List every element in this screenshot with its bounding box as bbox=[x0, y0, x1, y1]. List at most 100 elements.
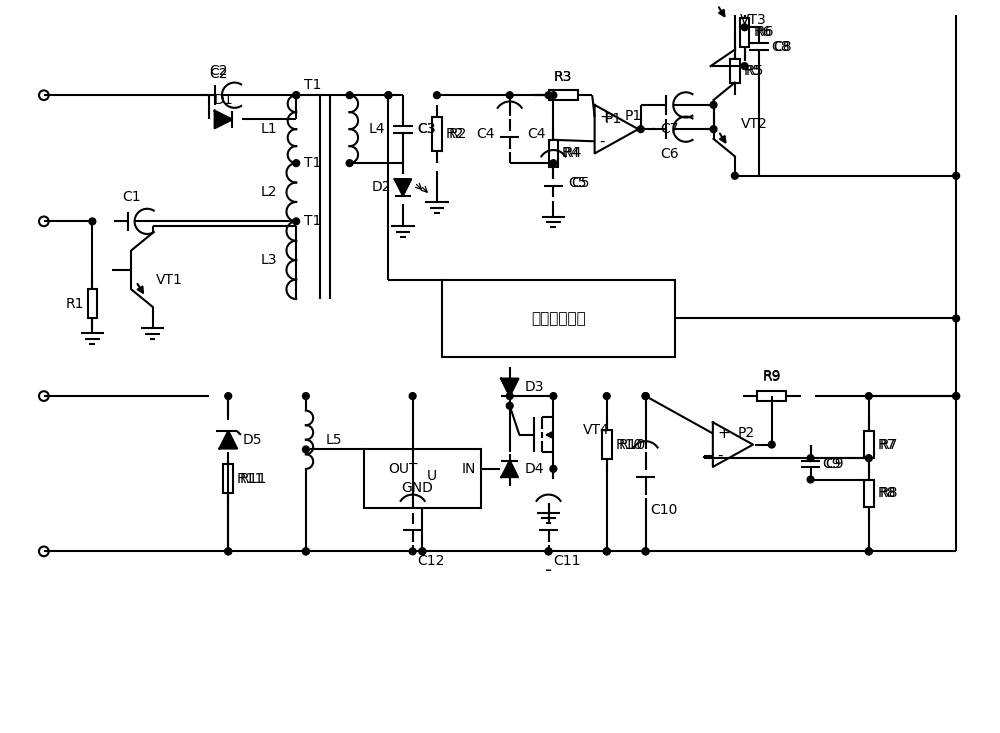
Circle shape bbox=[953, 315, 960, 322]
Circle shape bbox=[807, 454, 814, 462]
Circle shape bbox=[710, 126, 717, 133]
Text: C10: C10 bbox=[650, 503, 678, 517]
Bar bbox=[549, 140, 558, 167]
Text: R3: R3 bbox=[554, 70, 572, 84]
Circle shape bbox=[953, 393, 960, 399]
Text: C6: C6 bbox=[661, 147, 679, 161]
Text: P2: P2 bbox=[738, 426, 755, 440]
Text: C7: C7 bbox=[661, 122, 679, 136]
Text: C3: C3 bbox=[418, 122, 436, 136]
Polygon shape bbox=[215, 111, 232, 128]
Circle shape bbox=[385, 92, 392, 99]
Text: R7: R7 bbox=[879, 438, 898, 452]
Circle shape bbox=[865, 548, 872, 555]
Circle shape bbox=[225, 393, 232, 399]
Circle shape bbox=[434, 92, 440, 99]
Circle shape bbox=[225, 548, 232, 555]
Circle shape bbox=[293, 92, 300, 99]
Bar bbox=[88, 290, 97, 318]
Bar bbox=[364, 449, 481, 508]
Bar bbox=[730, 59, 740, 83]
Text: R2: R2 bbox=[446, 127, 464, 141]
Text: C9: C9 bbox=[822, 457, 841, 471]
Circle shape bbox=[293, 218, 300, 225]
Text: -: - bbox=[718, 449, 723, 463]
Text: C5: C5 bbox=[571, 175, 589, 190]
Circle shape bbox=[603, 548, 610, 555]
Text: C8: C8 bbox=[774, 40, 792, 54]
Text: R1: R1 bbox=[65, 297, 84, 311]
Circle shape bbox=[710, 101, 717, 108]
Circle shape bbox=[89, 218, 96, 225]
Circle shape bbox=[642, 393, 649, 399]
Text: D1: D1 bbox=[214, 93, 233, 107]
Text: C1: C1 bbox=[122, 190, 141, 204]
Circle shape bbox=[642, 548, 649, 555]
Text: U: U bbox=[427, 468, 437, 482]
Circle shape bbox=[302, 446, 309, 453]
Text: -: - bbox=[545, 561, 552, 581]
Bar bbox=[223, 464, 233, 493]
Circle shape bbox=[506, 92, 513, 99]
Text: D3: D3 bbox=[524, 380, 544, 394]
Bar bbox=[432, 117, 442, 151]
Text: C11: C11 bbox=[553, 554, 581, 568]
Circle shape bbox=[302, 548, 309, 555]
Circle shape bbox=[865, 454, 872, 462]
Text: R9: R9 bbox=[763, 370, 781, 384]
Circle shape bbox=[302, 548, 309, 555]
Circle shape bbox=[550, 465, 557, 472]
Text: 线性驱动电路: 线性驱动电路 bbox=[531, 311, 586, 326]
Text: R5: R5 bbox=[746, 64, 764, 78]
Text: C2: C2 bbox=[209, 67, 228, 81]
Text: P1: P1 bbox=[624, 109, 641, 123]
Circle shape bbox=[225, 548, 232, 555]
Circle shape bbox=[346, 160, 353, 166]
Bar bbox=[549, 90, 578, 100]
Text: R3: R3 bbox=[554, 70, 572, 84]
Text: OUT: OUT bbox=[388, 462, 418, 476]
Circle shape bbox=[545, 92, 552, 99]
Text: R7: R7 bbox=[878, 438, 896, 452]
Bar bbox=[442, 279, 675, 357]
Circle shape bbox=[545, 548, 552, 555]
Circle shape bbox=[865, 393, 872, 399]
Text: T1: T1 bbox=[304, 156, 321, 170]
Text: D2: D2 bbox=[372, 180, 391, 194]
Text: C12: C12 bbox=[418, 554, 445, 568]
Circle shape bbox=[642, 393, 649, 399]
Circle shape bbox=[409, 548, 416, 555]
Text: C5: C5 bbox=[568, 175, 586, 190]
Text: L3: L3 bbox=[260, 253, 277, 268]
Circle shape bbox=[731, 172, 738, 179]
Circle shape bbox=[550, 393, 557, 399]
Circle shape bbox=[419, 548, 426, 555]
Bar bbox=[864, 479, 874, 507]
Circle shape bbox=[545, 548, 552, 555]
Text: R2: R2 bbox=[449, 127, 467, 141]
Text: R11: R11 bbox=[237, 471, 264, 485]
Circle shape bbox=[293, 92, 300, 99]
Text: VT4: VT4 bbox=[582, 423, 609, 437]
Polygon shape bbox=[501, 379, 518, 396]
Text: IN: IN bbox=[461, 462, 476, 476]
Text: R6: R6 bbox=[753, 25, 772, 39]
Circle shape bbox=[409, 393, 416, 399]
Text: C8: C8 bbox=[771, 40, 789, 54]
Circle shape bbox=[346, 92, 353, 99]
Text: R5: R5 bbox=[744, 64, 762, 78]
Circle shape bbox=[302, 393, 309, 399]
Bar bbox=[864, 431, 874, 458]
Text: L4: L4 bbox=[369, 122, 385, 136]
Text: L2: L2 bbox=[260, 185, 277, 199]
Circle shape bbox=[768, 441, 775, 448]
Text: C4: C4 bbox=[477, 127, 495, 141]
Text: R11: R11 bbox=[240, 471, 267, 485]
Polygon shape bbox=[220, 431, 237, 449]
Circle shape bbox=[603, 548, 610, 555]
Circle shape bbox=[953, 393, 960, 399]
Circle shape bbox=[385, 92, 392, 99]
Circle shape bbox=[637, 126, 644, 133]
Text: L1: L1 bbox=[260, 122, 277, 136]
Text: R6: R6 bbox=[755, 25, 774, 39]
